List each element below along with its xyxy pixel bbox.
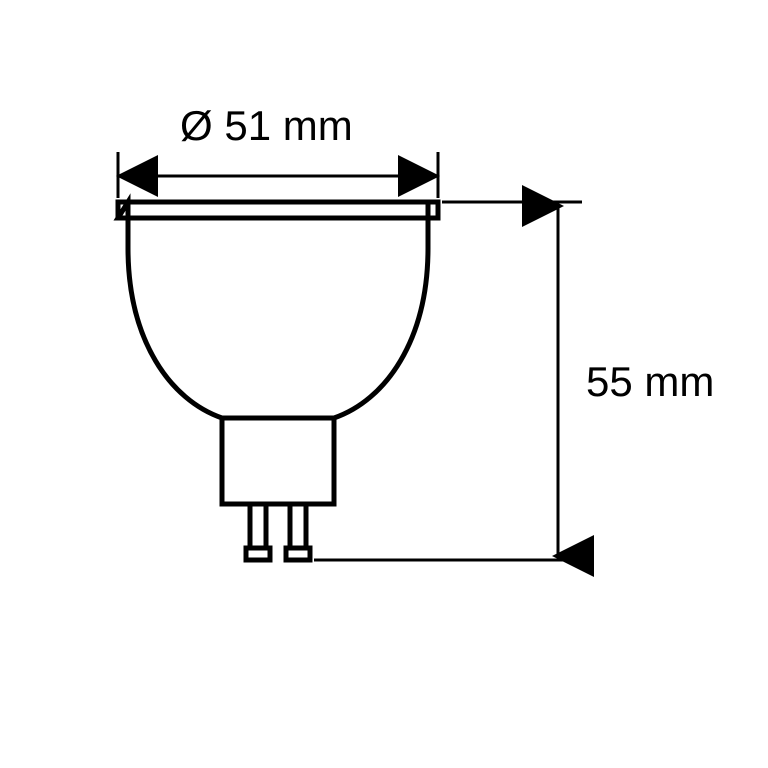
dimension-diameter xyxy=(118,152,438,198)
height-label: 55 mm xyxy=(586,358,714,405)
bulb-dimension-diagram: Ø 51 mm 55 mm xyxy=(0,0,768,768)
diameter-label: Ø 51 mm xyxy=(180,102,353,149)
dimension-height xyxy=(314,202,582,560)
bulb-outline xyxy=(118,202,438,560)
dimensions xyxy=(118,152,582,560)
